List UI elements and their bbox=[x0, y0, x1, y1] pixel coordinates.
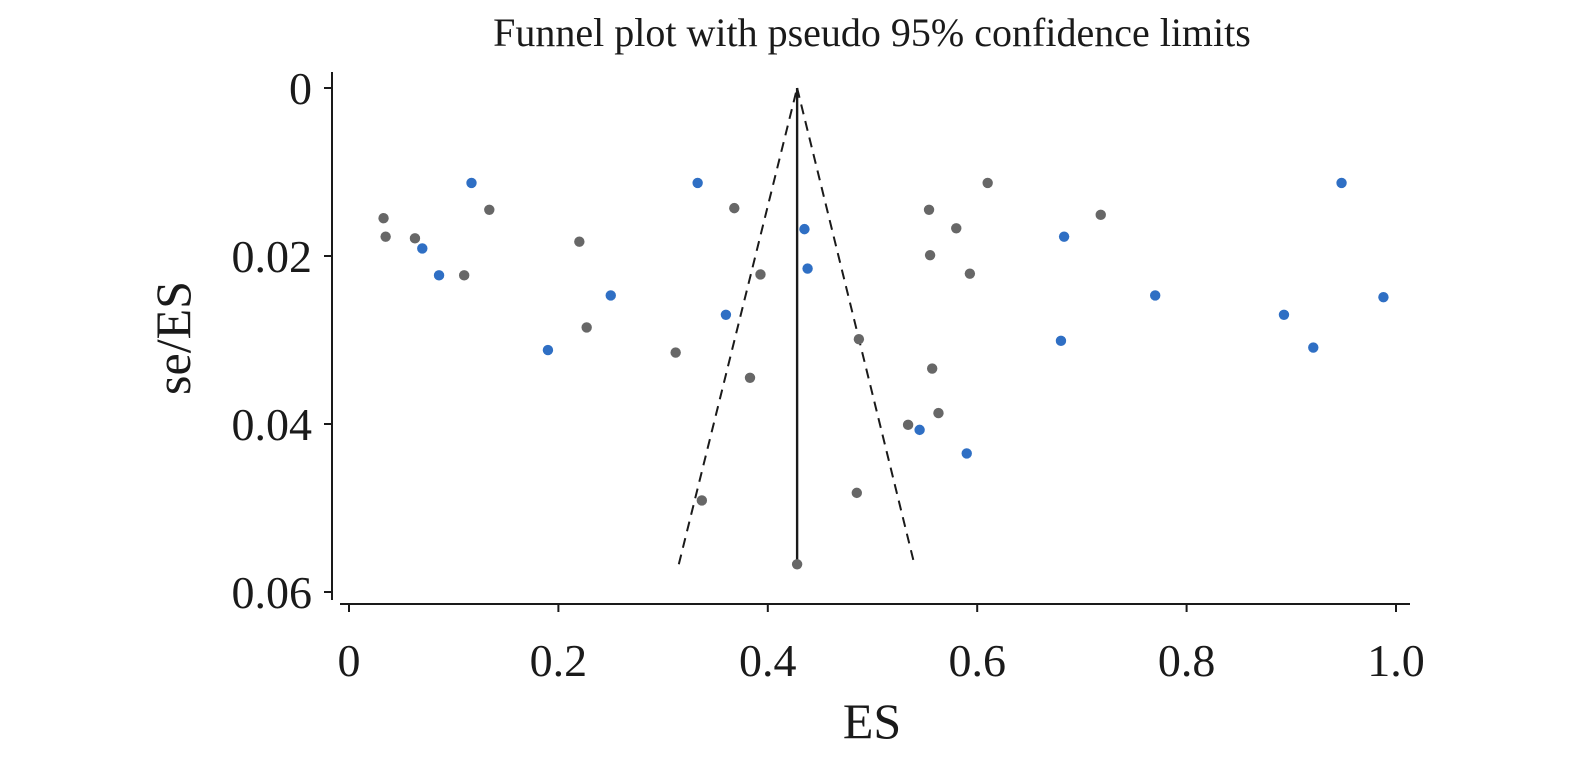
x-tick-label: 0.4 bbox=[739, 635, 797, 686]
study-point bbox=[923, 204, 935, 215]
study-point bbox=[951, 223, 962, 234]
study-point bbox=[964, 268, 976, 279]
study-point bbox=[1336, 177, 1347, 189]
x-tick-label: 0 bbox=[338, 635, 361, 686]
study-point bbox=[799, 223, 810, 235]
study-point bbox=[458, 270, 470, 281]
y-tick-label: 0.06 bbox=[232, 567, 313, 618]
study-point bbox=[581, 322, 592, 333]
study-point bbox=[378, 213, 389, 224]
funnel-right-ci-line bbox=[796, 87, 916, 565]
study-point bbox=[1308, 342, 1319, 353]
study-point bbox=[1055, 335, 1067, 347]
study-point bbox=[755, 269, 766, 280]
study-point bbox=[926, 363, 938, 374]
study-point bbox=[982, 177, 993, 189]
y-axis-ticks: 0 0.02 0.04 0.06 bbox=[232, 63, 332, 618]
study-point bbox=[409, 233, 421, 244]
study-points bbox=[378, 177, 1389, 570]
study-point bbox=[1378, 291, 1389, 303]
x-tick-label: 0.6 bbox=[948, 635, 1006, 686]
study-point bbox=[696, 495, 708, 506]
study-point bbox=[1278, 309, 1290, 320]
study-point bbox=[1058, 231, 1070, 242]
study-point bbox=[574, 236, 585, 247]
funnel-lines bbox=[677, 87, 916, 565]
study-point bbox=[914, 424, 925, 436]
study-point bbox=[851, 487, 862, 499]
y-tick-label: 0.04 bbox=[232, 399, 313, 450]
study-point bbox=[1095, 209, 1106, 221]
study-point bbox=[933, 407, 944, 419]
y-tick-label: 0.02 bbox=[232, 231, 313, 282]
x-tick-label: 0.2 bbox=[530, 635, 588, 686]
chart-title: Funnel plot with pseudo 95% confidence l… bbox=[493, 10, 1251, 55]
x-tick-label: 0.8 bbox=[1158, 635, 1216, 686]
study-point bbox=[961, 448, 972, 459]
study-point bbox=[729, 202, 740, 214]
study-point bbox=[744, 372, 756, 383]
study-point bbox=[853, 333, 865, 345]
study-point bbox=[692, 177, 703, 189]
funnel-left-ci-line bbox=[677, 87, 799, 565]
x-axis-ticks: 0 0.2 0.4 0.6 0.8 1.0 bbox=[338, 604, 1425, 686]
study-point bbox=[466, 177, 477, 189]
study-point bbox=[542, 344, 554, 356]
study-point bbox=[802, 263, 813, 274]
study-point bbox=[605, 290, 616, 301]
study-point bbox=[484, 204, 495, 215]
study-point bbox=[924, 249, 936, 261]
x-tick-label: 1.0 bbox=[1367, 635, 1425, 686]
study-point bbox=[380, 231, 391, 242]
study-point bbox=[417, 243, 428, 254]
study-point bbox=[791, 559, 803, 570]
x-axis-title: ES bbox=[843, 693, 901, 749]
study-point bbox=[720, 309, 732, 320]
y-tick-label: 0 bbox=[289, 63, 312, 114]
study-point bbox=[670, 347, 681, 358]
y-axis-title: se/ES bbox=[145, 281, 201, 395]
study-point bbox=[1149, 290, 1161, 301]
study-point bbox=[433, 270, 445, 281]
study-point bbox=[902, 419, 914, 431]
